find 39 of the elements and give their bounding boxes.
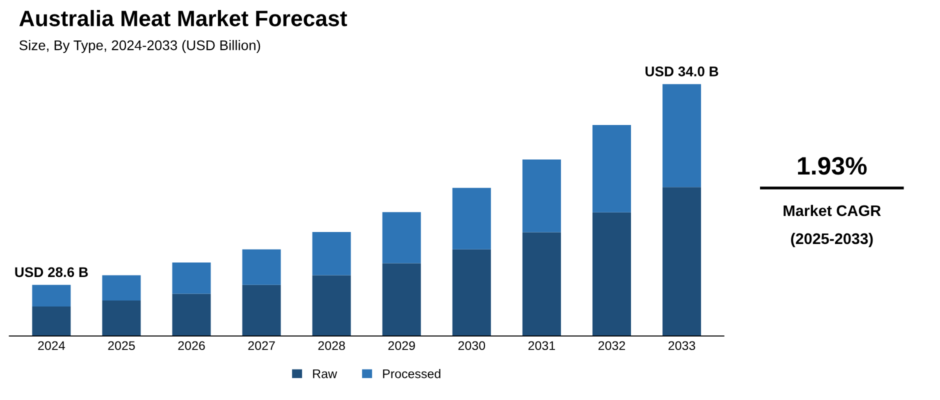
- text: Market CAGR: [784, 204, 881, 216]
- x-tick-label: 2024: [38, 341, 65, 350]
- chart-subtitle: Size, By Type, 2024-2033 (USD Billion): [19, 40, 260, 53]
- bar: [452, 188, 491, 250]
- bar: [382, 263, 421, 336]
- bar: [172, 262, 211, 294]
- x-tick-label: 2030: [458, 341, 486, 350]
- x-tick-label: 2028: [318, 341, 345, 350]
- legend-label: Raw: [313, 369, 338, 378]
- bar: [592, 212, 631, 336]
- bar: [102, 275, 141, 300]
- bar: [662, 84, 702, 188]
- bar: [522, 232, 561, 336]
- bar: [452, 249, 491, 336]
- bar: [662, 187, 702, 336]
- bar: [242, 249, 281, 285]
- x-tick-label: 2025: [108, 341, 135, 350]
- bar: [592, 124, 631, 212]
- text: (2025-2033): [791, 232, 873, 248]
- x-tick-label: 2027: [248, 341, 275, 350]
- x-tick-label: 2031: [528, 341, 555, 350]
- x-tick-label: 2033: [668, 341, 696, 350]
- bar: [102, 300, 141, 336]
- chart-title: Australia Meat Market Forecast: [19, 10, 348, 26]
- bar: [242, 284, 281, 336]
- total-label: USD 34.0 B: [646, 66, 718, 76]
- total-label: USD 28.6 B: [15, 267, 88, 278]
- bar: [32, 306, 71, 336]
- bar: [522, 159, 561, 232]
- bar: [312, 232, 351, 276]
- bar: [382, 212, 421, 264]
- bar: [32, 284, 71, 307]
- text: 1.93%: [798, 157, 867, 175]
- bar: [172, 294, 211, 336]
- legend-label: Processed: [383, 369, 440, 378]
- x-tick-label: 2032: [598, 341, 626, 350]
- x-tick-label: 2029: [388, 341, 415, 350]
- bar: [312, 275, 351, 336]
- x-tick-label: 2026: [178, 341, 205, 350]
